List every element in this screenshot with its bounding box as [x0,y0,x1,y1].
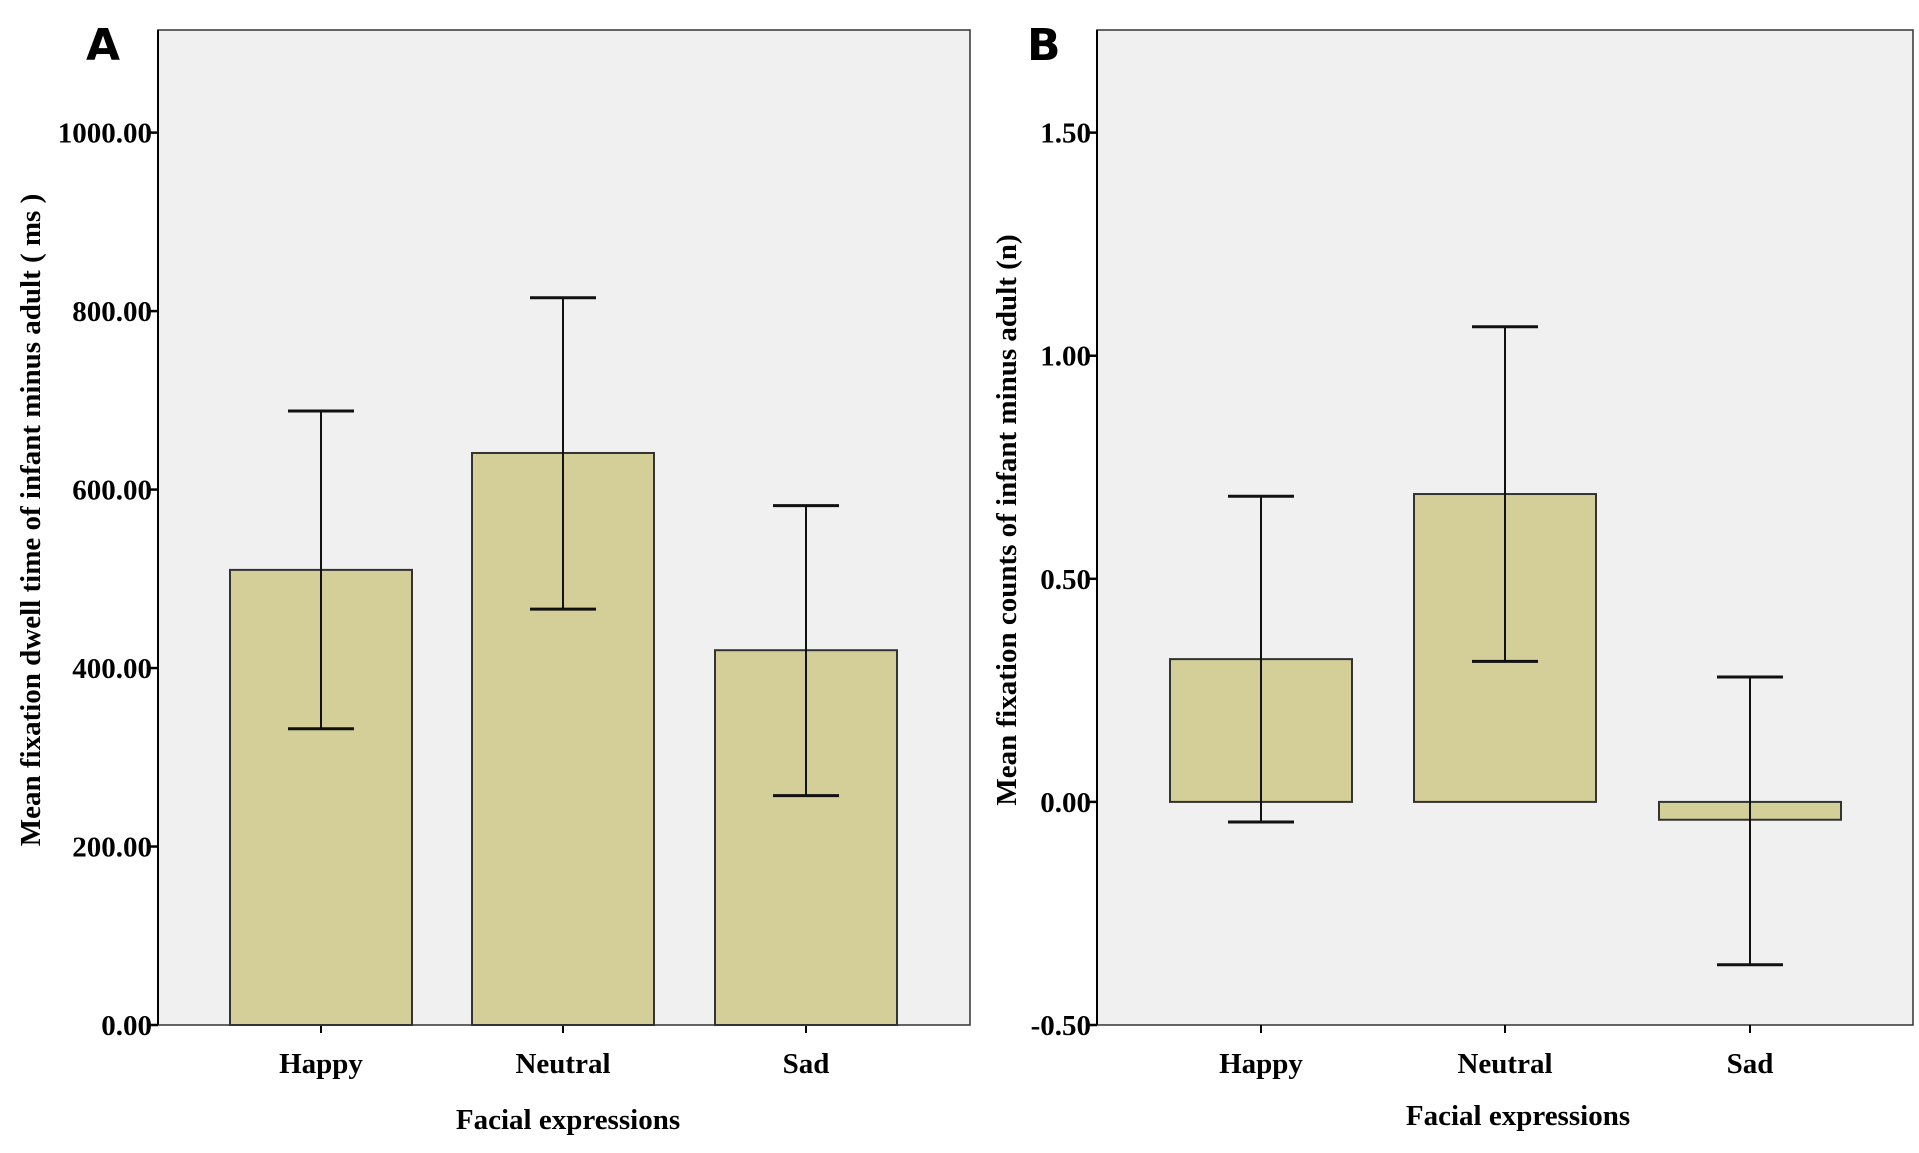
x-category-label: Neutral [515,1048,610,1080]
y-tick-label: 400.00 [72,653,152,685]
y-tick-label: 600.00 [72,475,152,507]
y-tick-label: 0.00 [1040,787,1091,819]
y-axis-title: Mean fixation dwell time of infant minus… [15,194,47,847]
y-axis-title: Mean fixation counts of infant minus adu… [991,234,1023,805]
y-tick-label: -0.50 [1031,1010,1091,1042]
y-tick-label: 200.00 [72,832,152,864]
panel-b-chart: -0.50 0.00 0.50 1.00 1.50 Happy Neutral Sad Faci… [991,20,1914,1132]
panel-a-chart: 0.00 200.00 400.00 600.00 800.00 1000.00 Happy… [15,20,971,1136]
y-tick-label: 0.50 [1040,564,1091,596]
y-tick-label: 1.00 [1040,341,1091,373]
y-tick-label: 1.50 [1040,118,1091,150]
x-category-label: Sad [1727,1048,1774,1080]
x-axis-title: Facial expressions [456,1104,680,1136]
x-axis-title: Facial expressions [1406,1100,1630,1132]
y-tick-label: 1000.00 [58,118,152,150]
x-category-label: Sad [783,1048,830,1080]
panel-letter: A [86,20,120,71]
y-tick-label: 800.00 [72,296,152,328]
y-tick-label: 0.00 [101,1010,152,1042]
panel-letter: B [1027,20,1061,71]
x-category-label: Neutral [1457,1048,1552,1080]
x-category-label: Happy [1219,1048,1303,1080]
x-category-label: Happy [279,1048,363,1080]
